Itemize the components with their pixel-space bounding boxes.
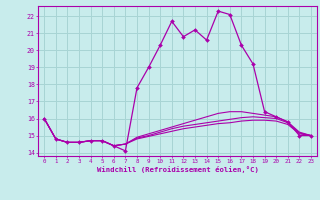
- X-axis label: Windchill (Refroidissement éolien,°C): Windchill (Refroidissement éolien,°C): [97, 166, 259, 173]
